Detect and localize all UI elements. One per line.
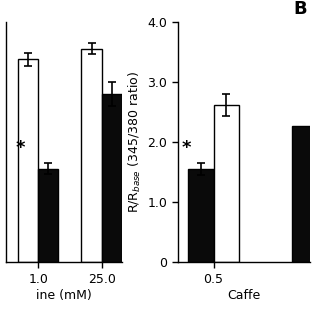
Bar xyxy=(102,94,122,262)
Bar xyxy=(292,125,317,262)
X-axis label: ine (mM): ine (mM) xyxy=(36,289,92,301)
Text: *: * xyxy=(15,139,25,156)
Bar xyxy=(188,169,213,262)
Text: *: * xyxy=(181,140,191,157)
X-axis label: Caffe: Caffe xyxy=(228,289,261,301)
Y-axis label: R/R$_{base}$ (345/380 ratio): R/R$_{base}$ (345/380 ratio) xyxy=(127,71,143,213)
Bar xyxy=(81,49,102,262)
Text: B: B xyxy=(293,0,307,18)
Bar xyxy=(38,169,58,262)
Bar xyxy=(18,60,38,262)
Bar xyxy=(213,105,239,262)
